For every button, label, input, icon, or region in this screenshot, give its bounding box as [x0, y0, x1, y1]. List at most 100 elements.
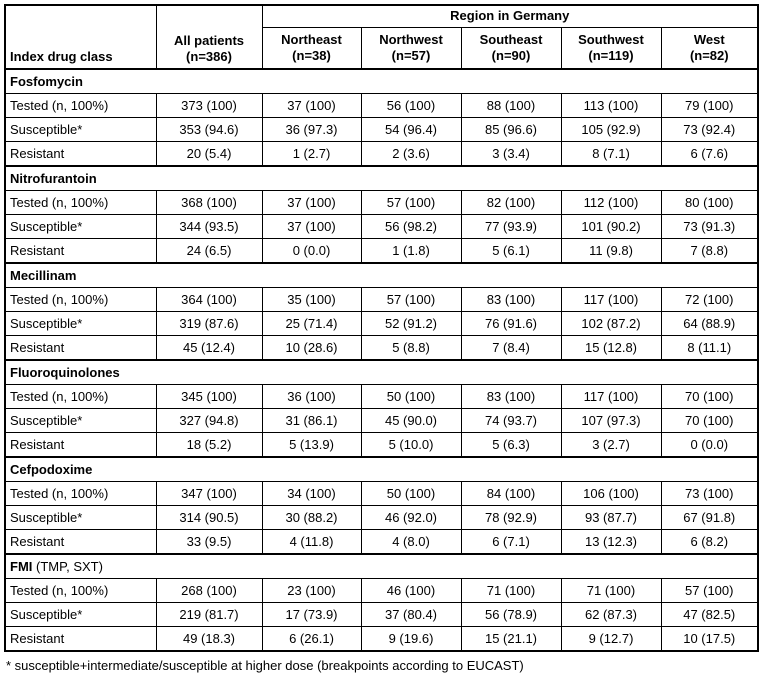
data-cell: 17 (73.9) [261, 602, 362, 627]
region-label: Southwest [578, 31, 644, 47]
drug-class-row: Fluoroquinolones [4, 359, 759, 385]
data-cell: 18 (5.2) [155, 432, 263, 458]
data-cell: 62 (87.3) [560, 602, 662, 627]
data-cell: 67 (91.8) [660, 505, 759, 530]
data-cell: 72 (100) [660, 287, 759, 312]
data-cell: 30 (88.2) [261, 505, 362, 530]
drug-class-name: Cefpodoxime [10, 462, 93, 477]
data-row: Tested (n, 100%) 373 (100) 37 (100) 56 (100… [4, 93, 759, 118]
region-group-header: Region in Germany [261, 4, 759, 28]
column-header-northwest: Northwest (n=57) [360, 26, 462, 70]
data-cell: 37 (100) [261, 190, 362, 215]
drug-section: Cefpodoxime Tested (n, 100%) 347 (100) 34 (… [4, 456, 759, 555]
data-cell: 35 (100) [261, 287, 362, 312]
data-cell: 219 (81.7) [155, 602, 263, 627]
region-label: Southeast [479, 31, 543, 47]
data-cell: 106 (100) [560, 481, 662, 506]
drug-class-row: Fosfomycin [4, 68, 759, 94]
data-cell: 102 (87.2) [560, 311, 662, 336]
header-row-regions: Northeast (n=38) Northwest (n=57) Southe… [5, 26, 759, 70]
data-cell: 117 (100) [560, 384, 662, 409]
row-label: Susceptible* [4, 117, 157, 142]
data-cell: 70 (100) [660, 384, 759, 409]
data-cell: 46 (100) [360, 578, 462, 603]
data-cell: 84 (100) [460, 481, 562, 506]
data-cell: 45 (90.0) [360, 408, 462, 433]
data-cell: 37 (100) [261, 214, 362, 239]
data-cell: 31 (86.1) [261, 408, 362, 433]
column-header-northeast: Northeast (n=38) [261, 26, 362, 70]
data-cell: 23 (100) [261, 578, 362, 603]
data-row: Tested (n, 100%) 347 (100) 34 (100) 50 (100… [4, 481, 759, 506]
data-cell: 268 (100) [155, 578, 263, 603]
data-cell: 77 (93.9) [460, 214, 562, 239]
data-row: Tested (n, 100%) 268 (100) 23 (100) 46 (100… [4, 578, 759, 603]
drug-section: FMI (TMP, SXT) Tested (n, 100%) 268 (100) 2… [4, 553, 759, 652]
data-cell: 71 (100) [560, 578, 662, 603]
data-cell: 83 (100) [460, 287, 562, 312]
data-row: Susceptible* 319 (87.6) 25 (71.4) 52 (91.2)… [4, 311, 759, 336]
data-row: Susceptible* 219 (81.7) 17 (73.9) 37 (80.4)… [4, 602, 759, 627]
data-cell: 56 (100) [360, 93, 462, 118]
footnote: * susceptible+intermediate/susceptible a… [6, 658, 524, 673]
data-cell: 57 (100) [660, 578, 759, 603]
data-cell: 56 (78.9) [460, 602, 562, 627]
data-cell: 6 (26.1) [261, 626, 362, 652]
drug-class-header: Nitrofurantoin [4, 165, 759, 191]
drug-class-name: Fosfomycin [10, 74, 83, 89]
row-label: Tested (n, 100%) [4, 481, 157, 506]
row-label: Susceptible* [4, 408, 157, 433]
data-cell: 56 (98.2) [360, 214, 462, 239]
data-cell: 5 (10.0) [360, 432, 462, 458]
data-cell: 70 (100) [660, 408, 759, 433]
data-cell: 37 (80.4) [360, 602, 462, 627]
data-cell: 10 (17.5) [660, 626, 759, 652]
row-label: Tested (n, 100%) [4, 578, 157, 603]
data-row: Susceptible* 344 (93.5) 37 (100) 56 (98.2) 7… [4, 214, 759, 239]
row-label: Tested (n, 100%) [4, 190, 157, 215]
row-label: Susceptible* [4, 311, 157, 336]
data-cell: 54 (96.4) [360, 117, 462, 142]
data-cell: 345 (100) [155, 384, 263, 409]
data-cell: 80 (100) [660, 190, 759, 215]
row-label: Susceptible* [4, 505, 157, 530]
data-cell: 3 (2.7) [560, 432, 662, 458]
data-cell: 347 (100) [155, 481, 263, 506]
data-cell: 1 (1.8) [360, 238, 462, 264]
data-cell: 37 (100) [261, 93, 362, 118]
column-header-southwest: Southwest (n=119) [560, 26, 662, 70]
data-cell: 8 (7.1) [560, 141, 662, 167]
drug-class-row: Mecillinam [4, 262, 759, 288]
row-label: Susceptible* [4, 602, 157, 627]
row-label: Tested (n, 100%) [4, 287, 157, 312]
data-row: Resistant 45 (12.4) 10 (28.6) 5 (8.8) 7 (8.4… [4, 335, 759, 361]
drug-class-header: Fluoroquinolones [4, 359, 759, 385]
data-cell: 7 (8.4) [460, 335, 562, 361]
all-patients-header: All patients (n=386) [155, 4, 263, 70]
all-patients-label: All patients [173, 33, 245, 48]
data-cell: 88 (100) [460, 93, 562, 118]
data-cell: 33 (9.5) [155, 529, 263, 555]
region-n: (n=38) [292, 47, 331, 63]
data-cell: 113 (100) [560, 93, 662, 118]
data-cell: 112 (100) [560, 190, 662, 215]
header-row-top: Index drug class All patients (n=386) Re… [4, 4, 759, 70]
data-cell: 82 (100) [460, 190, 562, 215]
data-cell: 57 (100) [360, 190, 462, 215]
data-row: Susceptible* 327 (94.8) 31 (86.1) 45 (90.0)… [4, 408, 759, 433]
data-cell: 45 (12.4) [155, 335, 263, 361]
data-cell: 373 (100) [155, 93, 263, 118]
data-row: Resistant 49 (18.3) 6 (26.1) 9 (19.6) 15 (21… [4, 626, 759, 652]
drug-class-name: FMI [10, 559, 33, 574]
data-cell: 11 (9.8) [560, 238, 662, 264]
data-cell: 5 (6.1) [460, 238, 562, 264]
region-n: (n=90) [491, 47, 531, 63]
data-cell: 6 (8.2) [660, 529, 759, 555]
data-row: Susceptible* 353 (94.6) 36 (97.3) 54 (96.4)… [4, 117, 759, 142]
drug-section: Mecillinam Tested (n, 100%) 364 (100) 35 (1… [4, 262, 759, 361]
data-cell: 8 (11.1) [660, 335, 759, 361]
drug-class-name: Nitrofurantoin [10, 171, 97, 186]
data-cell: 353 (94.6) [155, 117, 263, 142]
data-cell: 5 (13.9) [261, 432, 362, 458]
data-cell: 25 (71.4) [261, 311, 362, 336]
